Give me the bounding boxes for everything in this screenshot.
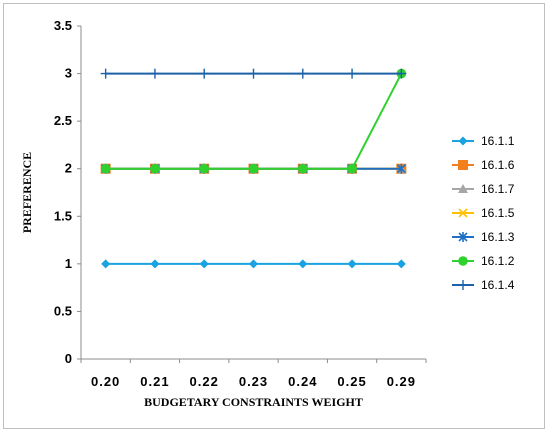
legend-item: 16.1.6 <box>452 158 515 172</box>
legend-label: 16.1.2 <box>481 254 515 268</box>
data-point <box>248 163 259 174</box>
legend: 16.1.1 16.1.6 16.1.7 16.1.5 16.1.3 16.1.2 16.1… <box>452 134 515 292</box>
data-point <box>347 68 358 79</box>
chart-frame: 0 0.5 1 1.5 2 2.5 3 3.5 0.20 0.21 0.22 0.23 0.24 0.2… <box>3 3 545 429</box>
legend-label: 16.1.5 <box>481 206 515 220</box>
data-point <box>347 163 357 174</box>
legend-item: 16.1.2 <box>452 254 515 268</box>
y-tick-label: 0.5 <box>54 303 72 318</box>
legend-label: 16.1.4 <box>481 278 515 292</box>
data-point <box>396 68 407 79</box>
y-axis-title: PREFERENCE <box>20 152 34 233</box>
data-point <box>199 259 209 269</box>
y-tick-label: 0 <box>65 351 72 366</box>
x-axis-title: BUDGETARY CONSTRAINTS WEIGHT <box>144 395 363 409</box>
data-point <box>199 163 210 174</box>
data-point <box>101 259 111 269</box>
y-tick-label: 2 <box>65 161 72 176</box>
legend-item: 16.1.3 <box>452 230 515 244</box>
data-point <box>396 163 406 174</box>
data-point <box>150 163 160 174</box>
legend-label: 16.1.3 <box>481 230 515 244</box>
x-tick-label: 0.21 <box>140 374 169 389</box>
legend-item: 16.1.7 <box>452 182 515 196</box>
series-16-1-2 <box>100 68 407 174</box>
data-point <box>347 259 357 269</box>
data-point <box>248 68 259 79</box>
legend-marker <box>458 256 468 266</box>
y-tick-label: 2.5 <box>54 113 72 128</box>
legend-label: 16.1.6 <box>481 158 515 172</box>
data-point <box>297 68 308 79</box>
x-tick-label: 0.25 <box>337 374 366 389</box>
legend-item: 16.1.4 <box>452 278 515 292</box>
series-16-1-4 <box>100 68 407 79</box>
data-point <box>100 163 111 174</box>
data-point <box>150 259 160 269</box>
y-tick-label: 1 <box>65 256 72 271</box>
x-tick-label: 0.20 <box>91 374 120 389</box>
legend-marker <box>458 280 468 290</box>
legend-marker <box>458 184 468 193</box>
data-point <box>100 68 111 79</box>
legend-marker <box>458 160 468 170</box>
data-point <box>396 259 406 269</box>
legend-label: 16.1.1 <box>481 134 515 148</box>
legend-marker <box>458 232 468 242</box>
legend-label: 16.1.7 <box>481 182 515 196</box>
y-tick-label: 1.5 <box>54 208 72 223</box>
y-tick-label: 3.5 <box>54 18 72 33</box>
data-point <box>298 259 308 269</box>
legend-item: 16.1.1 <box>452 134 515 148</box>
series-line <box>105 73 403 170</box>
y-tick-label: 3 <box>65 66 72 81</box>
legend-marker <box>458 136 468 146</box>
data-point <box>149 68 160 79</box>
legend-item: 16.1.5 <box>452 206 515 220</box>
line-chart: 0 0.5 1 1.5 2 2.5 3 3.5 0.20 0.21 0.22 0.23 0.24 0.2… <box>20 18 515 409</box>
legend-marker <box>458 208 468 218</box>
x-tick-label: 0.29 <box>387 374 416 389</box>
data-point <box>199 68 210 79</box>
x-tick-label: 0.22 <box>190 374 219 389</box>
x-tick-label: 0.24 <box>288 374 317 389</box>
data-point <box>297 163 308 174</box>
series-16-1-1 <box>101 259 406 269</box>
data-point <box>249 259 258 269</box>
x-tick-label: 0.23 <box>239 374 268 389</box>
